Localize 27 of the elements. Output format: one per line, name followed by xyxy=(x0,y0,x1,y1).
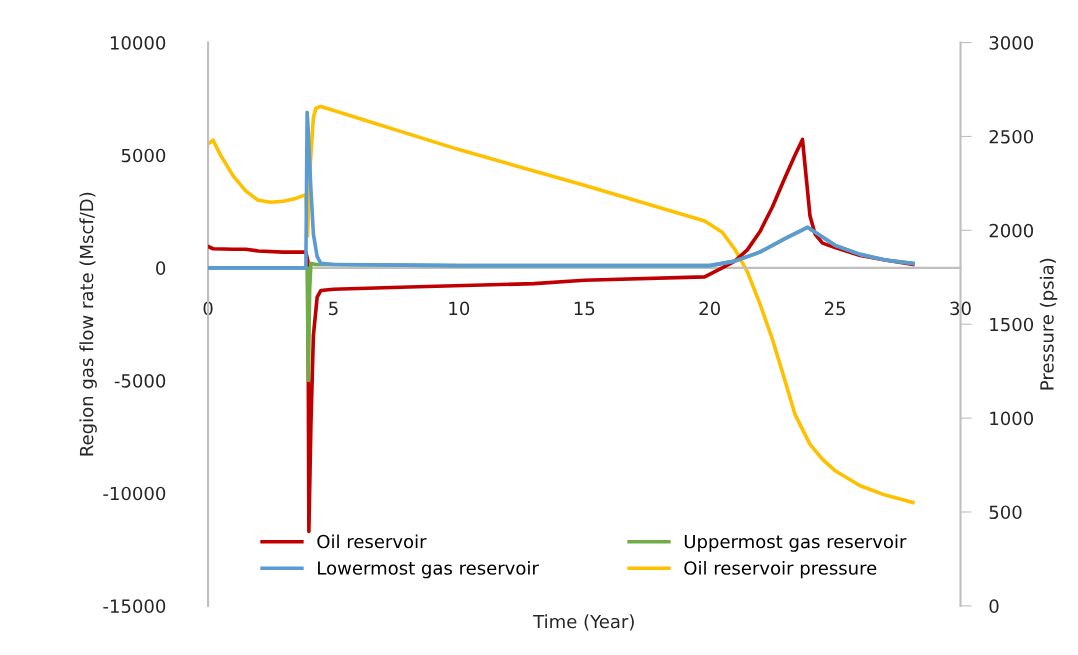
y2-tick-label: 0 xyxy=(989,599,999,613)
legend-label: Uppermost gas reservoir xyxy=(684,534,907,552)
legend-label: Oil reservoir xyxy=(317,534,427,549)
y-tick-label: -15000 xyxy=(103,599,166,613)
y2-tick-label: 1000 xyxy=(990,411,1034,426)
x-tick-label: 15 xyxy=(574,301,595,316)
y-tick-label: 0 xyxy=(156,261,166,276)
legend-label: Oil reservoir pressure xyxy=(684,560,877,579)
x-tick-label: 30 xyxy=(950,301,971,316)
y-tick-label: -10000 xyxy=(103,486,166,501)
y2-tick-label: 2500 xyxy=(989,129,1034,144)
y2-tick-label: 500 xyxy=(989,505,1022,520)
y-tick-label: 5000 xyxy=(121,148,166,163)
y2-tick-label: 3000 xyxy=(989,36,1034,50)
x-tick-label: 5 xyxy=(329,301,338,316)
y2-tick-label: 1500 xyxy=(990,317,1034,332)
y2-axis-title: Pressure (psia) xyxy=(1039,258,1058,390)
line-series xyxy=(208,110,915,270)
x-axis-title: Time (Year) xyxy=(533,614,634,631)
x-tick-label: 25 xyxy=(824,301,845,316)
x-tick-label: 20 xyxy=(699,301,720,316)
y-tick-label: 10000 xyxy=(110,36,166,50)
x-tick-label: 10 xyxy=(449,301,470,316)
y2-tick-label: 2000 xyxy=(989,223,1034,238)
legend-label: Lowermost gas reservoir xyxy=(318,560,539,579)
y-axis-title: Region gas flow rate (Mscf/D) xyxy=(79,192,97,456)
y-tick-label: -5000 xyxy=(114,374,166,388)
